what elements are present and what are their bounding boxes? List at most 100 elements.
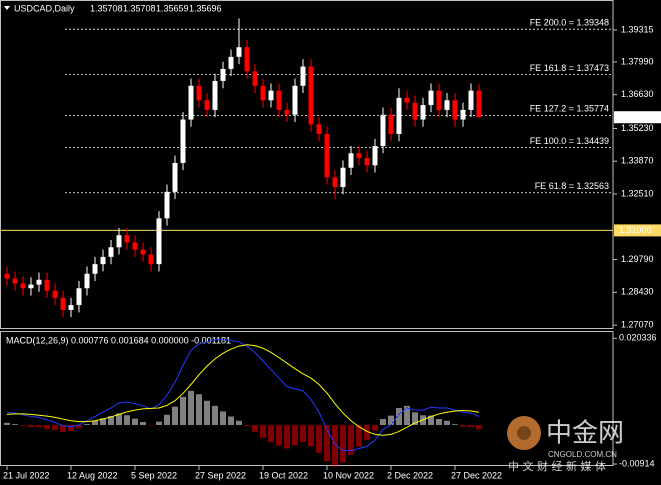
ohlc-value: 1.35708 bbox=[123, 3, 156, 13]
logo-inner bbox=[517, 426, 531, 440]
macd-frame bbox=[0, 331, 614, 466]
candle-body bbox=[436, 90, 442, 110]
macd-title: MACD(12,26,9) 0.000776 0.001684 0.000000… bbox=[6, 335, 231, 345]
candle-body bbox=[292, 85, 298, 115]
candle-body bbox=[452, 100, 458, 120]
watermark: 中金网 CNGOLD.COM.CN 中 文 财 经 新 媒 体 bbox=[507, 416, 624, 473]
ohlc-value: 1.35696 bbox=[189, 3, 222, 13]
fe-label: FE 127.2 = 1.35774 bbox=[530, 104, 609, 114]
candle-body bbox=[396, 97, 402, 134]
candle-body bbox=[36, 279, 42, 285]
x-tick-label: 5 Sep 2022 bbox=[131, 470, 177, 480]
candle-body bbox=[332, 177, 338, 188]
candle-body bbox=[132, 242, 138, 250]
x-tick-label: 27 Dec 2022 bbox=[451, 470, 502, 480]
candle-body bbox=[348, 153, 354, 168]
candle-body bbox=[444, 100, 450, 110]
y-tick-label: 1.27070 bbox=[621, 319, 654, 329]
slogan: 中 文 财 经 新 媒 体 bbox=[508, 459, 606, 473]
candle-body bbox=[340, 167, 346, 188]
candle-body bbox=[84, 273, 90, 289]
candle-body bbox=[116, 235, 122, 248]
candle-body bbox=[20, 283, 26, 289]
y-tick-label: 1.28430 bbox=[621, 287, 654, 297]
logo bbox=[507, 416, 541, 450]
candle-body bbox=[4, 273, 10, 279]
candle-body bbox=[92, 264, 98, 274]
candle-body bbox=[300, 66, 306, 86]
candle-body bbox=[356, 153, 362, 159]
brand: 中金网 bbox=[546, 419, 624, 449]
candle-body bbox=[140, 249, 146, 255]
candle-body bbox=[12, 278, 18, 284]
last-price-label: 1.35696 bbox=[619, 112, 652, 122]
y-tick-label: 1.37990 bbox=[621, 56, 654, 66]
candle-body bbox=[316, 124, 322, 134]
candle-body bbox=[372, 146, 378, 166]
y-tick-label: 1.36630 bbox=[621, 89, 654, 99]
candle-body bbox=[124, 235, 130, 243]
candle-body bbox=[460, 109, 466, 120]
candle-body bbox=[404, 97, 410, 103]
y-tick-label: 1.32510 bbox=[621, 188, 654, 198]
y-tick-label: 1.39315 bbox=[621, 24, 654, 34]
y-tick-label: 1.35230 bbox=[621, 123, 654, 133]
fe-label: FE 161.8 = 1.37473 bbox=[530, 63, 609, 73]
ohlc-value: 1.35708 bbox=[90, 3, 123, 13]
candle-body bbox=[220, 68, 226, 81]
candle-body bbox=[196, 85, 202, 101]
fe-label: FE 200.0 = 1.39348 bbox=[530, 18, 609, 28]
candle-body bbox=[268, 90, 274, 101]
candle-body bbox=[172, 162, 178, 192]
candle-body bbox=[28, 284, 34, 289]
candle-body bbox=[252, 71, 258, 86]
candle-body bbox=[468, 90, 474, 110]
candle-body bbox=[260, 85, 266, 101]
candle-body bbox=[180, 119, 186, 163]
fe-label: FE 61.8 = 1.32563 bbox=[535, 181, 609, 191]
candle-body bbox=[308, 66, 314, 125]
main-frame bbox=[0, 0, 614, 329]
candle-body bbox=[284, 109, 290, 115]
candle-body bbox=[236, 47, 242, 57]
candle-body bbox=[228, 56, 234, 69]
fe-label: FE 100.0 = 1.34439 bbox=[530, 136, 609, 146]
macd-line bbox=[6, 344, 480, 436]
last-price-box bbox=[614, 111, 661, 124]
candle-body bbox=[276, 90, 282, 110]
candle-body bbox=[476, 90, 482, 118]
price-line-label: 1.31000 bbox=[619, 225, 652, 235]
candle-body bbox=[324, 133, 330, 178]
y-tick-label: 1.29790 bbox=[621, 254, 654, 264]
site: CNGOLD.COM.CN bbox=[548, 450, 617, 459]
x-tick-label: 19 Oct 2022 bbox=[259, 470, 308, 480]
x-tick-label: 10 Nov 2022 bbox=[323, 470, 374, 480]
y-tick-label: 1.33870 bbox=[621, 156, 654, 166]
candle-body bbox=[212, 80, 218, 110]
x-tick-label: 2 Dec 2022 bbox=[387, 470, 433, 480]
candle-body bbox=[44, 279, 50, 291]
candle-body bbox=[60, 297, 66, 310]
symbol: USDCAD,Daily bbox=[14, 3, 75, 13]
candle-body bbox=[188, 85, 194, 120]
menu-arrow[interactable] bbox=[4, 6, 10, 10]
candle-body bbox=[148, 254, 154, 265]
candle-body bbox=[420, 105, 426, 120]
candle-body bbox=[108, 247, 114, 257]
candle-body bbox=[76, 288, 82, 306]
candle-body bbox=[428, 90, 434, 106]
ohlc-value: 1.35659 bbox=[156, 3, 189, 13]
candle-body bbox=[156, 218, 162, 265]
candle-body bbox=[204, 100, 210, 110]
candle-body bbox=[412, 102, 418, 120]
candle-body bbox=[380, 114, 386, 147]
price-line-box bbox=[614, 224, 661, 237]
candle-body bbox=[100, 256, 106, 265]
x-tick-label: 12 Aug 2022 bbox=[67, 470, 118, 480]
y-tick-label: -0.00914 bbox=[619, 458, 655, 468]
candle-body bbox=[52, 290, 58, 298]
candle-body bbox=[164, 191, 170, 219]
candle-body bbox=[388, 114, 394, 134]
